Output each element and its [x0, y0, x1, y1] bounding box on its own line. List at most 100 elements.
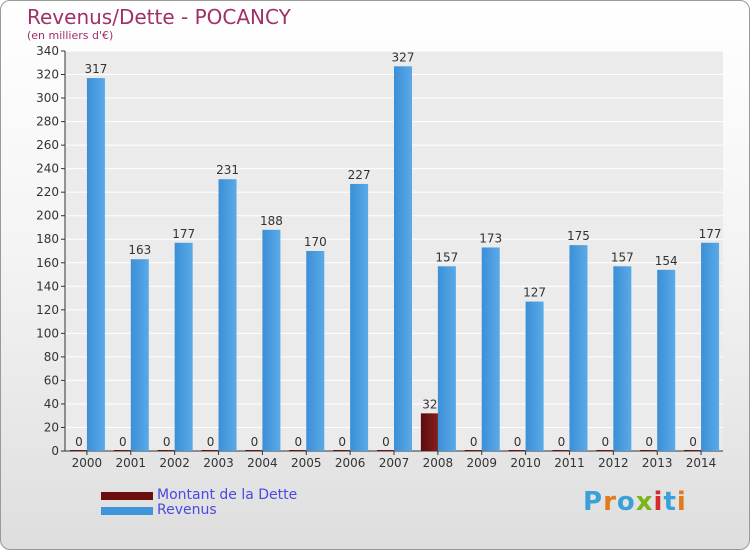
data-label-revenus: 173	[479, 231, 502, 245]
bar-revenus	[174, 242, 193, 451]
x-tick-label: 2007	[379, 456, 410, 470]
data-label-revenus: 231	[216, 163, 239, 177]
logo-letter: t	[663, 487, 677, 517]
data-label-dette: 32	[422, 397, 437, 411]
data-label-dette: 0	[382, 435, 390, 449]
data-label-dette: 0	[338, 435, 346, 449]
data-label-revenus: 170	[304, 235, 327, 249]
x-tick-label: 2011	[554, 456, 585, 470]
data-label-revenus: 154	[655, 254, 678, 268]
bar-dette	[333, 450, 352, 451]
bar-revenus	[437, 266, 456, 451]
x-tick-label: 2000	[72, 456, 103, 470]
data-label-dette: 0	[514, 435, 522, 449]
bar-dette	[69, 450, 88, 451]
chart-subtitle: (en milliers d'€)	[27, 29, 114, 42]
x-tick-label: 2005	[291, 456, 322, 470]
logo-letter: P	[583, 487, 604, 517]
data-label-dette: 0	[689, 435, 697, 449]
y-tick-label: 20	[44, 420, 59, 434]
x-tick-label: 2012	[598, 456, 629, 470]
chart-title: Revenus/Dette - POCANCY	[27, 5, 291, 29]
legend-label-revenus: Revenus	[157, 502, 217, 518]
y-tick-label: 200	[36, 209, 59, 223]
legend-swatch-revenus	[101, 507, 153, 515]
logo-letter: i	[653, 487, 664, 517]
bar-revenus	[481, 247, 500, 451]
x-tick-label: 2009	[466, 456, 497, 470]
x-tick-label: 2010	[510, 456, 541, 470]
bar-dette	[157, 450, 176, 451]
data-label-dette: 0	[251, 435, 259, 449]
bar-revenus	[613, 266, 632, 451]
y-tick-label: 220	[36, 185, 59, 199]
y-tick-label: 160	[36, 256, 59, 270]
bar-revenus	[218, 179, 237, 451]
logo-letter: o	[616, 487, 636, 517]
data-label-dette: 0	[470, 435, 478, 449]
data-label-revenus: 175	[567, 229, 590, 243]
bar-dette	[201, 450, 220, 451]
y-tick-label: 60	[44, 373, 59, 387]
y-tick-label: 260	[36, 138, 59, 152]
data-label-revenus: 157	[435, 250, 458, 264]
data-label-revenus: 317	[84, 62, 107, 76]
logo-letter: r	[603, 487, 617, 517]
bar-revenus	[306, 251, 325, 451]
y-tick-label: 280	[36, 115, 59, 129]
x-tick-label: 2002	[159, 456, 190, 470]
y-tick-label: 340	[36, 44, 59, 58]
bar-dette	[596, 450, 615, 451]
bar-dette	[464, 450, 483, 451]
x-tick-label: 2014	[686, 456, 717, 470]
data-label-dette: 0	[294, 435, 302, 449]
bar-dette	[289, 450, 308, 451]
logo-letter: x	[635, 487, 654, 517]
x-tick-label: 2008	[423, 456, 454, 470]
y-tick-label: 180	[36, 232, 59, 246]
bar-revenus	[350, 183, 369, 452]
data-label-dette: 0	[75, 435, 83, 449]
bar-dette	[245, 450, 264, 451]
x-tick-label: 2004	[247, 456, 278, 470]
data-label-revenus: 177	[699, 227, 722, 241]
legend-swatch-dette	[101, 492, 153, 500]
bar-revenus	[657, 269, 676, 451]
x-tick-label: 2006	[335, 456, 366, 470]
y-tick-label: 0	[51, 444, 59, 458]
bar-revenus	[130, 259, 149, 451]
x-tick-label: 2013	[642, 456, 673, 470]
bar-dette	[377, 450, 395, 451]
y-tick-label: 320	[36, 68, 59, 82]
data-label-dette: 0	[163, 435, 171, 449]
data-label-revenus: 163	[128, 243, 151, 257]
data-label-revenus: 327	[392, 50, 415, 64]
legend-label-dette: Montant de la Dette	[157, 487, 298, 503]
y-tick-label: 140	[36, 279, 59, 293]
data-label-dette: 0	[207, 435, 215, 449]
bar-dette	[508, 450, 527, 451]
y-tick-label: 240	[36, 162, 59, 176]
data-label-dette: 0	[602, 435, 610, 449]
y-tick-label: 100	[36, 326, 59, 340]
x-tick-label: 2003	[203, 456, 234, 470]
bar-dette	[552, 450, 571, 451]
bar-dette	[684, 450, 703, 451]
data-label-revenus: 177	[172, 227, 195, 241]
data-label-dette: 0	[558, 435, 566, 449]
bar-dette	[420, 413, 439, 451]
proxiti-logo: Proxiti	[583, 487, 687, 517]
data-label-revenus: 227	[348, 168, 371, 182]
y-tick-label: 80	[44, 350, 59, 364]
bar-revenus	[569, 245, 588, 451]
y-tick-label: 300	[36, 91, 59, 105]
x-tick-label: 2001	[116, 456, 147, 470]
y-tick-label: 40	[44, 397, 59, 411]
y-tick-label: 120	[36, 303, 59, 317]
bar-dette	[640, 450, 659, 451]
data-label-dette: 0	[645, 435, 653, 449]
bar-revenus	[701, 242, 720, 451]
bar-revenus	[86, 78, 105, 451]
